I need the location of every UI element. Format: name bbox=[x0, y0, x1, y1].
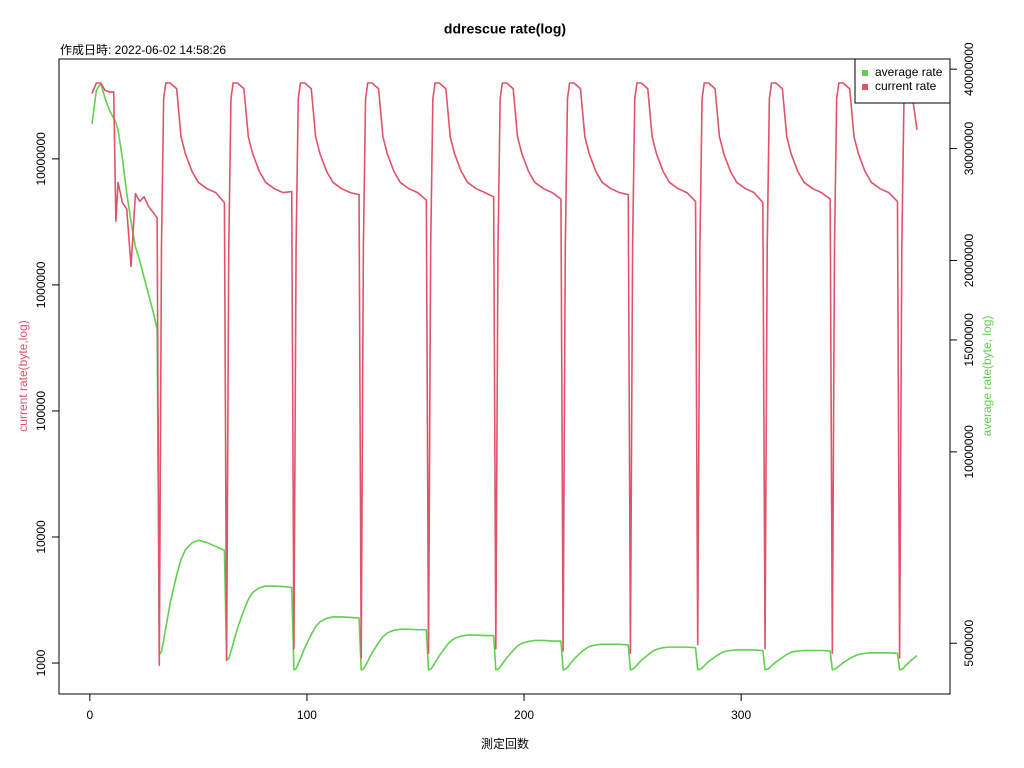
series-line bbox=[91, 82, 918, 667]
plot-frame bbox=[58, 58, 951, 695]
legend-swatch bbox=[862, 84, 868, 90]
y2-tick-label: 20000000 bbox=[962, 233, 976, 287]
x-tick-label: 200 bbox=[514, 708, 534, 722]
y2-tick-label: 15000000 bbox=[962, 313, 976, 367]
y2-tick-label: 40000000 bbox=[962, 42, 976, 96]
x-tick-label: 100 bbox=[297, 708, 317, 722]
y-tick-label: 10000000 bbox=[34, 132, 48, 186]
y2-tick-label: 10000000 bbox=[962, 425, 976, 479]
legend-box bbox=[854, 58, 951, 104]
subtitle: 作成日時: 2022-06-02 14:58:26 bbox=[60, 43, 226, 57]
y2-axis-label: average rate(byte, log) bbox=[980, 316, 994, 437]
y-tick-label: 10000 bbox=[34, 520, 48, 554]
y-tick-label: 1000 bbox=[34, 649, 48, 676]
legend-swatch bbox=[862, 70, 868, 76]
x-tick-label: 0 bbox=[86, 708, 93, 722]
y-axis-label: current rate(byte,log) bbox=[16, 320, 30, 431]
y-tick-label: 1000000 bbox=[34, 261, 48, 308]
y2-tick-label: 30000000 bbox=[962, 122, 976, 176]
x-axis-label: 測定回数 bbox=[481, 736, 529, 751]
legend-label: average rate bbox=[875, 65, 943, 79]
legend-label: current rate bbox=[875, 79, 937, 93]
chart-title: ddrescue rate(log) bbox=[444, 21, 566, 37]
y-tick-label: 100000 bbox=[34, 391, 48, 431]
x-tick-label: 300 bbox=[731, 708, 751, 722]
series-line bbox=[91, 82, 918, 671]
y2-tick-label: 5000000 bbox=[962, 620, 976, 667]
